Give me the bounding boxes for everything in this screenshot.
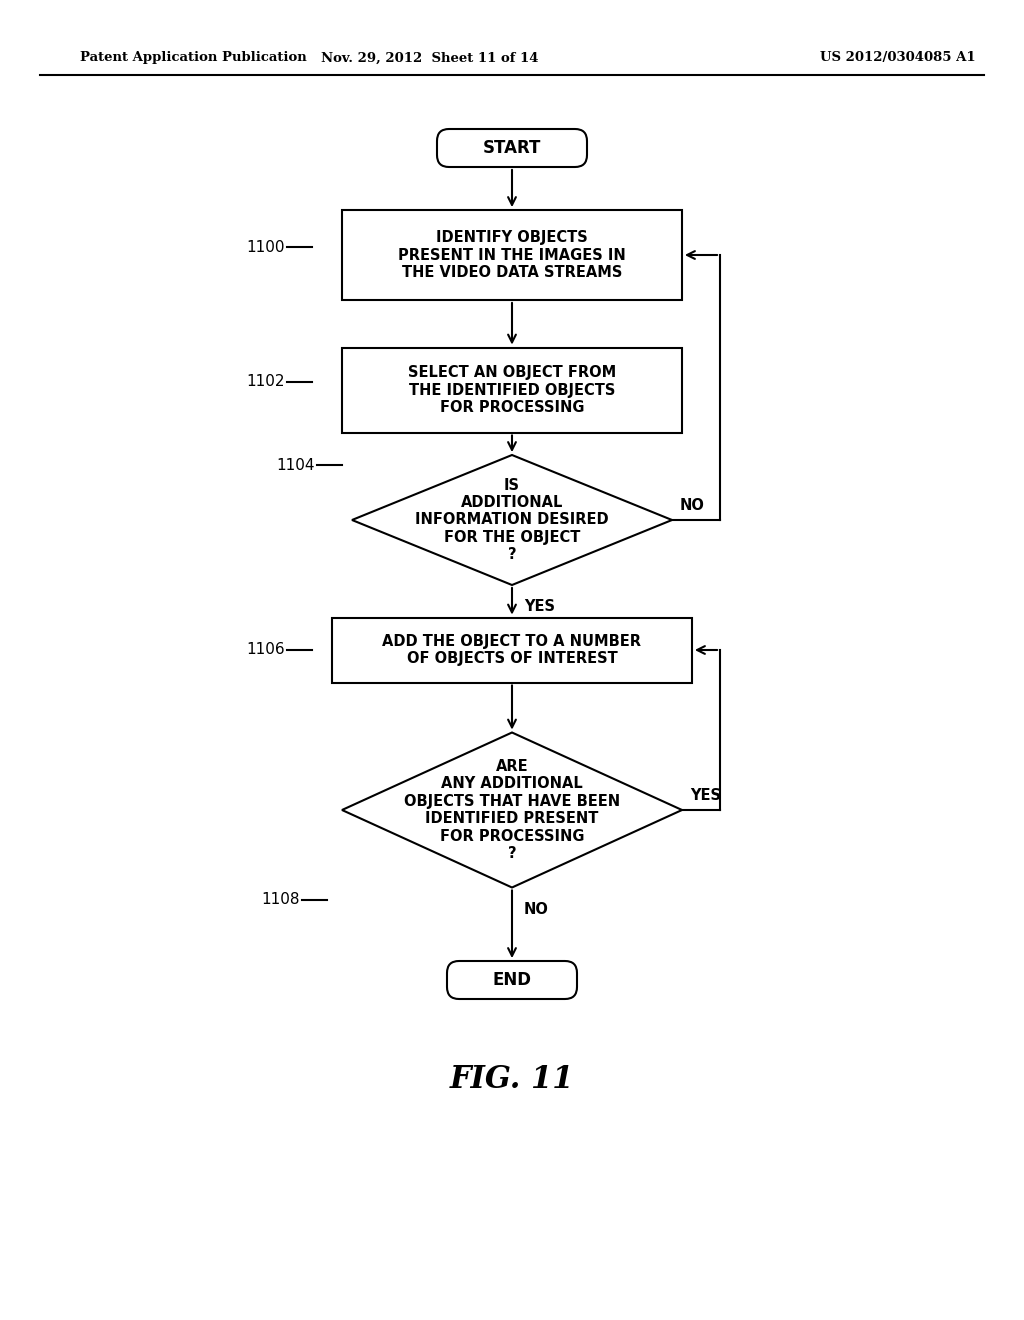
Text: SELECT AN OBJECT FROM
THE IDENTIFIED OBJECTS
FOR PROCESSING: SELECT AN OBJECT FROM THE IDENTIFIED OBJ…: [408, 366, 616, 414]
Text: ADD THE OBJECT TO A NUMBER
OF OBJECTS OF INTEREST: ADD THE OBJECT TO A NUMBER OF OBJECTS OF…: [383, 634, 641, 667]
Text: Nov. 29, 2012  Sheet 11 of 14: Nov. 29, 2012 Sheet 11 of 14: [322, 51, 539, 65]
Text: NO: NO: [524, 902, 549, 916]
Polygon shape: [342, 733, 682, 887]
Text: IDENTIFY OBJECTS
PRESENT IN THE IMAGES IN
THE VIDEO DATA STREAMS: IDENTIFY OBJECTS PRESENT IN THE IMAGES I…: [398, 230, 626, 280]
Text: FIG. 11: FIG. 11: [450, 1064, 574, 1096]
Text: YES: YES: [690, 788, 721, 804]
Polygon shape: [352, 455, 672, 585]
Bar: [332, 618, 692, 682]
Text: 1106: 1106: [247, 643, 285, 657]
FancyBboxPatch shape: [447, 961, 577, 999]
Text: START: START: [482, 139, 542, 157]
Text: 1102: 1102: [247, 375, 285, 389]
Text: YES: YES: [524, 599, 555, 614]
Text: Patent Application Publication: Patent Application Publication: [80, 51, 307, 65]
Text: END: END: [493, 972, 531, 989]
Text: ARE
ANY ADDITIONAL
OBJECTS THAT HAVE BEEN
IDENTIFIED PRESENT
FOR PROCESSING
?: ARE ANY ADDITIONAL OBJECTS THAT HAVE BEE…: [403, 759, 621, 861]
Text: 1100: 1100: [247, 239, 285, 255]
Bar: [342, 210, 682, 300]
Text: NO: NO: [680, 499, 705, 513]
Text: 1104: 1104: [276, 458, 315, 473]
FancyBboxPatch shape: [437, 129, 587, 168]
Text: US 2012/0304085 A1: US 2012/0304085 A1: [820, 51, 976, 65]
Bar: [342, 347, 682, 433]
Text: 1108: 1108: [261, 892, 300, 908]
Text: IS
ADDITIONAL
INFORMATION DESIRED
FOR THE OBJECT
?: IS ADDITIONAL INFORMATION DESIRED FOR TH…: [415, 478, 609, 562]
